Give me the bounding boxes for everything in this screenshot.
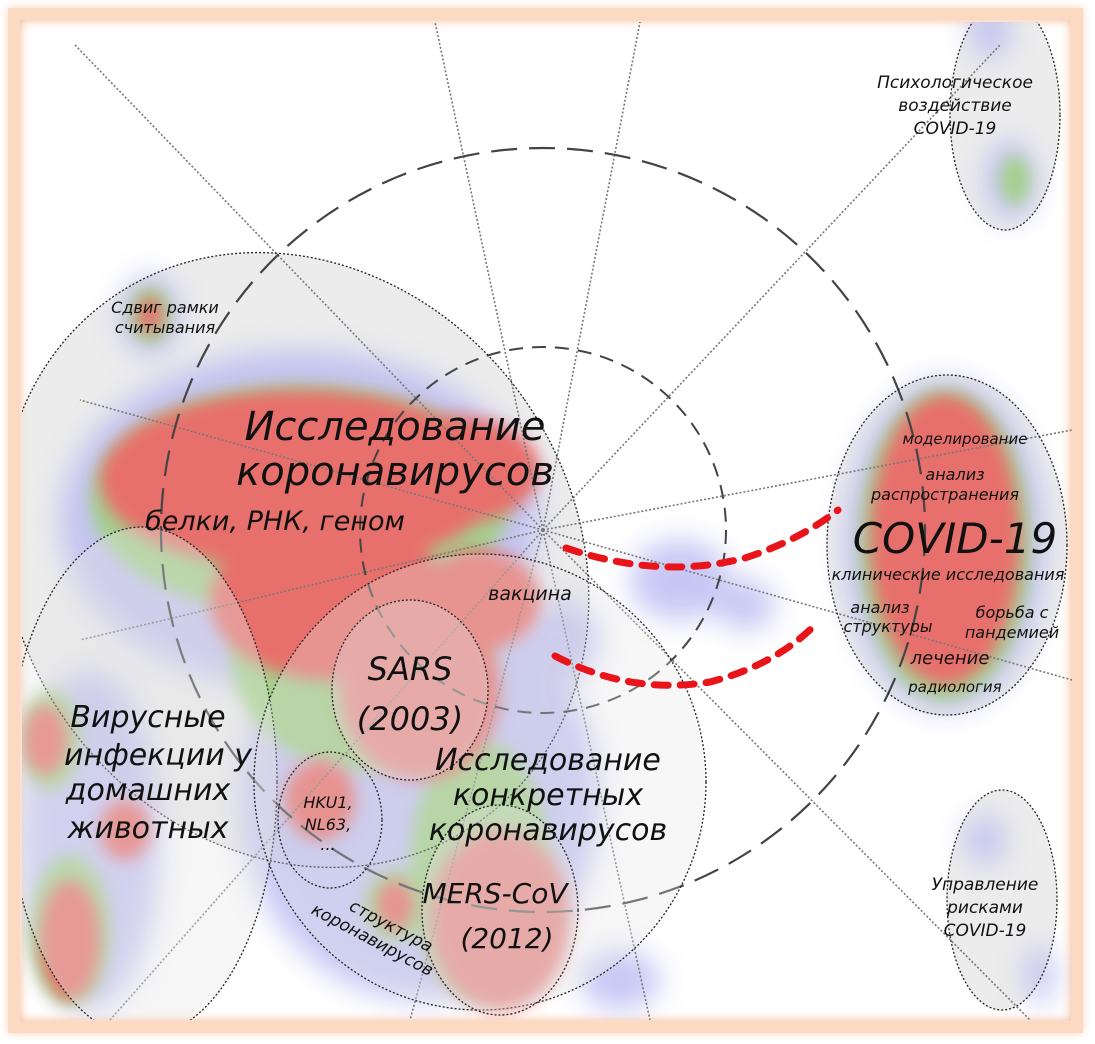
label-spread-1: анализ (925, 465, 984, 484)
label-psych-3: COVID-19 (914, 119, 997, 139)
label-specific-3: коронавирусов (429, 813, 667, 848)
label-main-sub: белки, РНК, геном (145, 506, 405, 537)
label-modeling: моделирование (903, 430, 1028, 448)
inner-dashed-circle (359, 346, 727, 714)
label-risk-3: COVID-19 (944, 921, 1027, 941)
label-structure-analysis-1: анализ (850, 598, 909, 617)
cluster-psych (949, 22, 1061, 231)
cluster-covid (826, 374, 1068, 716)
image-frame (8, 8, 1083, 1033)
radial-lines (74, 22, 1072, 1020)
label-frameshift-2: считывания (115, 318, 216, 337)
label-animals-4: животных (66, 811, 228, 846)
cluster-hku1 (277, 751, 383, 889)
cluster-animal-infections (22, 526, 278, 1020)
heatmap-high (23, 297, 1020, 1010)
label-risk-1: Управление (932, 875, 1039, 895)
label-pandemic-2: пандемией (965, 623, 1059, 642)
covid-links (551, 506, 842, 689)
cluster-coronavirus-research (22, 251, 590, 869)
label-mers-2: (2012) (460, 922, 553, 955)
label-structure-analysis-2: структуры (844, 617, 933, 636)
label-animals-1: Вирусные (70, 700, 225, 735)
label-main-cluster-2: коронавирусов (236, 449, 554, 495)
label-pandemic-1: борьба с (976, 603, 1049, 622)
label-sars-2: (2003) (357, 700, 463, 738)
outer-dashed-circle (159, 146, 927, 914)
label-psych-1: Психологическое (877, 73, 1033, 93)
cluster-mers (421, 804, 579, 1016)
cluster-sars (331, 599, 489, 781)
label-specific-1: Исследование (435, 743, 661, 778)
label-animals-2: инфекции у (64, 738, 253, 773)
label-clinical: клинические исследования (832, 565, 1065, 584)
label-hku-3: ... (320, 835, 335, 854)
cluster-risk (946, 789, 1058, 1011)
label-radiology: радиология (907, 678, 1001, 696)
label-spread-2: распространения (870, 485, 1019, 504)
label-sars-1: SARS (368, 650, 453, 688)
label-vaccine: вакцина (488, 583, 572, 605)
label-hku-1: HKU1, (303, 793, 352, 812)
label-treatment: лечение (910, 648, 990, 669)
label-hku-2: NL63, (305, 815, 351, 834)
cluster-specific-coronaviruses (253, 553, 707, 1011)
label-animals-3: домашних (65, 773, 231, 808)
cluster-outlines (22, 22, 1068, 1020)
label-specific-2: конкретных (453, 778, 643, 813)
label-frameshift-1: Сдвиг рамки (111, 298, 219, 317)
link-curve-lower (551, 621, 819, 689)
label-psych-2: воздействие (898, 96, 1012, 116)
label-main-cluster-1: Исследование (244, 404, 545, 450)
link-curve-upper (562, 506, 842, 571)
label-covid: COVID-19 (853, 514, 1057, 563)
label-mers-1: MERS-CoV (422, 877, 569, 910)
label-risk-2: рисками (946, 898, 1023, 918)
